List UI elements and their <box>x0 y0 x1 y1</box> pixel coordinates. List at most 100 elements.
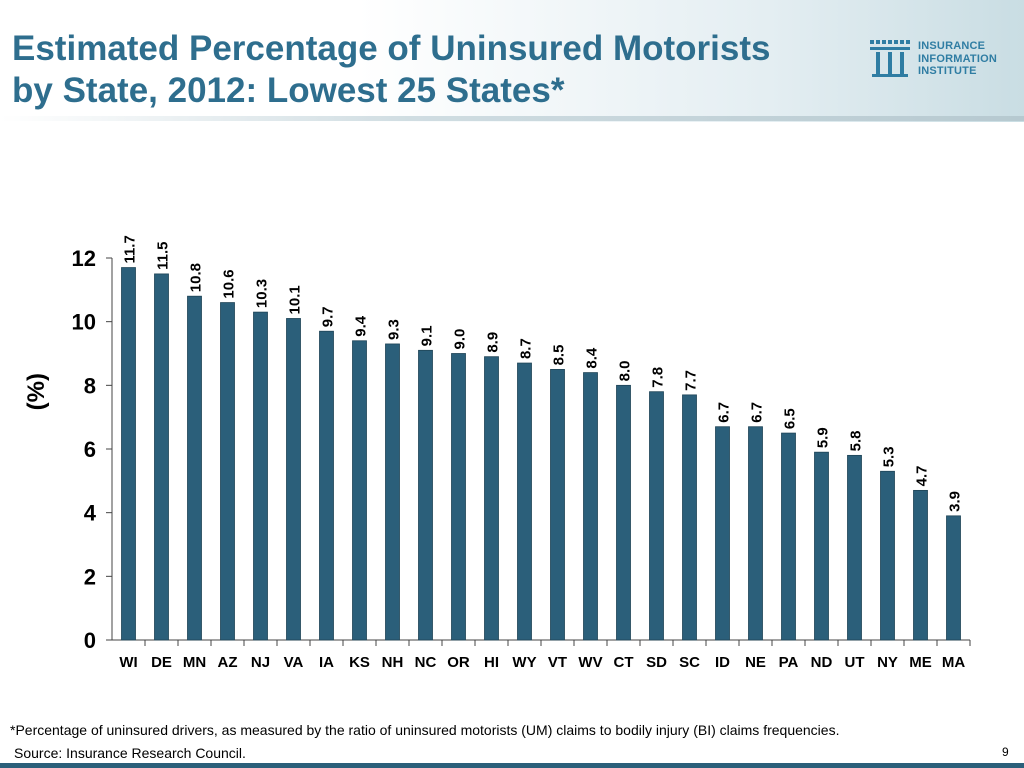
x-category-label: AZ <box>218 654 238 671</box>
bar-ia <box>319 330 334 641</box>
x-category-label: MN <box>183 654 206 671</box>
bar-value-label: 10.1 <box>287 285 304 314</box>
bar-wv <box>583 372 598 641</box>
source-note: Source: Insurance Research Council. <box>14 745 246 761</box>
bar-vt <box>550 369 565 641</box>
x-category-label: WI <box>119 654 137 671</box>
y-tick-label: 0 <box>84 628 96 653</box>
x-category-label: IA <box>319 654 334 671</box>
bar-value-label: 8.7 <box>518 338 535 359</box>
bar-value-label: 3.9 <box>947 491 964 512</box>
x-category-label: NJ <box>251 654 270 671</box>
bar-value-label: 8.0 <box>617 360 634 381</box>
x-category-label: SD <box>646 654 667 671</box>
header-divider <box>0 116 1024 121</box>
bar-value-label: 9.4 <box>353 315 370 337</box>
page-number: 9 <box>1002 745 1009 759</box>
title-line-2: by State, 2012: Lowest 25 States* <box>12 71 565 110</box>
bar-value-label: 5.3 <box>881 446 898 467</box>
x-category-label: KS <box>349 654 370 671</box>
bar-value-label: 9.0 <box>452 329 469 350</box>
bar-chart: 11.7 11.5 10.8 10.6 10.3 10.1 9.7 9.4 9.3 9.1 9.0 8… <box>23 235 971 671</box>
header-band <box>0 0 1024 122</box>
bar-me <box>913 489 928 641</box>
y-tick-label: 10 <box>72 310 96 335</box>
bar-value-label: 10.6 <box>221 269 238 298</box>
iii-logo-icon <box>870 40 910 77</box>
bar-value-label: 8.4 <box>584 347 601 369</box>
bar-value-label: 8.5 <box>551 345 568 366</box>
bar-value-label: 6.5 <box>782 408 799 429</box>
x-category-label: VA <box>284 654 304 671</box>
x-category-label: WV <box>578 654 602 671</box>
y-tick-label: 4 <box>84 501 97 526</box>
bar-value-label: 5.9 <box>815 427 832 448</box>
bar-va <box>286 318 301 641</box>
y-tick-label: 8 <box>84 373 96 398</box>
x-category-label: ID <box>715 654 730 671</box>
bar-wi <box>121 267 136 641</box>
bar-value-label: 4.7 <box>914 466 931 487</box>
title-line-1: Estimated Percentage of Uninsured Motori… <box>12 29 771 68</box>
bar-value-label: 7.7 <box>683 370 700 391</box>
bar-mn <box>187 295 202 641</box>
bar-sc <box>682 394 697 641</box>
logo-line-2: INFORMATION <box>918 52 997 65</box>
bar-value-label: 6.7 <box>716 402 733 423</box>
bar-value-label: 8.9 <box>485 332 502 353</box>
x-category-label: DE <box>151 654 172 671</box>
x-category-label: NY <box>877 654 898 671</box>
bar-ks <box>352 340 367 641</box>
x-category-label: VT <box>548 654 567 671</box>
bar-value-label: 9.1 <box>419 325 436 346</box>
iii-logo-text: INSURANCE INFORMATION INSTITUTE <box>918 40 997 78</box>
bar-value-label: 11.7 <box>122 235 139 263</box>
y-tick-label: 12 <box>72 246 96 271</box>
bar-wy <box>517 362 532 641</box>
x-category-label: NE <box>745 654 766 671</box>
bar-nj <box>253 311 268 641</box>
y-tick-label: 6 <box>84 437 96 462</box>
bar-nd <box>814 451 829 641</box>
bar-nc <box>418 349 433 641</box>
bar-value-label: 7.8 <box>650 367 667 388</box>
x-category-label: CT <box>614 654 634 671</box>
bar-value-label: 10.8 <box>188 263 205 292</box>
logo-line-3: INSTITUTE <box>918 65 977 77</box>
bar-id <box>715 426 730 641</box>
x-category-label: OR <box>447 654 470 671</box>
x-category-label: NC <box>415 654 437 671</box>
bar-pa <box>781 432 796 641</box>
bar-value-label: 9.7 <box>320 306 337 327</box>
bar-value-label: 11.5 <box>155 242 172 270</box>
x-category-label: ND <box>811 654 833 671</box>
bar-value-label: 5.8 <box>848 431 865 452</box>
chart-footnote: *Percentage of uninsured drivers, as mea… <box>10 722 840 738</box>
y-axis-title: (%) <box>23 373 50 410</box>
x-category-label: SC <box>679 654 700 671</box>
bar-az <box>220 302 235 641</box>
bar-nh <box>385 343 400 641</box>
bar-value-label: 6.7 <box>749 402 766 423</box>
bar-ny <box>880 470 895 641</box>
page-title: Estimated Percentage of Uninsured Motori… <box>12 28 852 112</box>
bar-or <box>451 353 466 641</box>
x-category-label: PA <box>779 654 799 671</box>
x-category-label: HI <box>484 654 499 671</box>
logo-line-1: INSURANCE <box>918 40 986 52</box>
x-category-label: UT <box>845 654 865 671</box>
bar-de <box>154 273 169 641</box>
bar-value-label: 9.3 <box>386 319 403 340</box>
x-category-label: MA <box>942 654 965 671</box>
bar-ct <box>616 384 631 641</box>
footer-bar <box>0 763 1024 768</box>
y-tick-label: 2 <box>84 564 96 589</box>
bar-sd <box>649 391 664 641</box>
x-category-label: ME <box>909 654 932 671</box>
x-category-label: NH <box>382 654 404 671</box>
bar-value-label: 10.3 <box>254 279 271 308</box>
bar-ut <box>847 454 862 641</box>
x-category-label: WY <box>512 654 536 671</box>
bar-ne <box>748 426 763 641</box>
bar-ma <box>946 515 961 641</box>
